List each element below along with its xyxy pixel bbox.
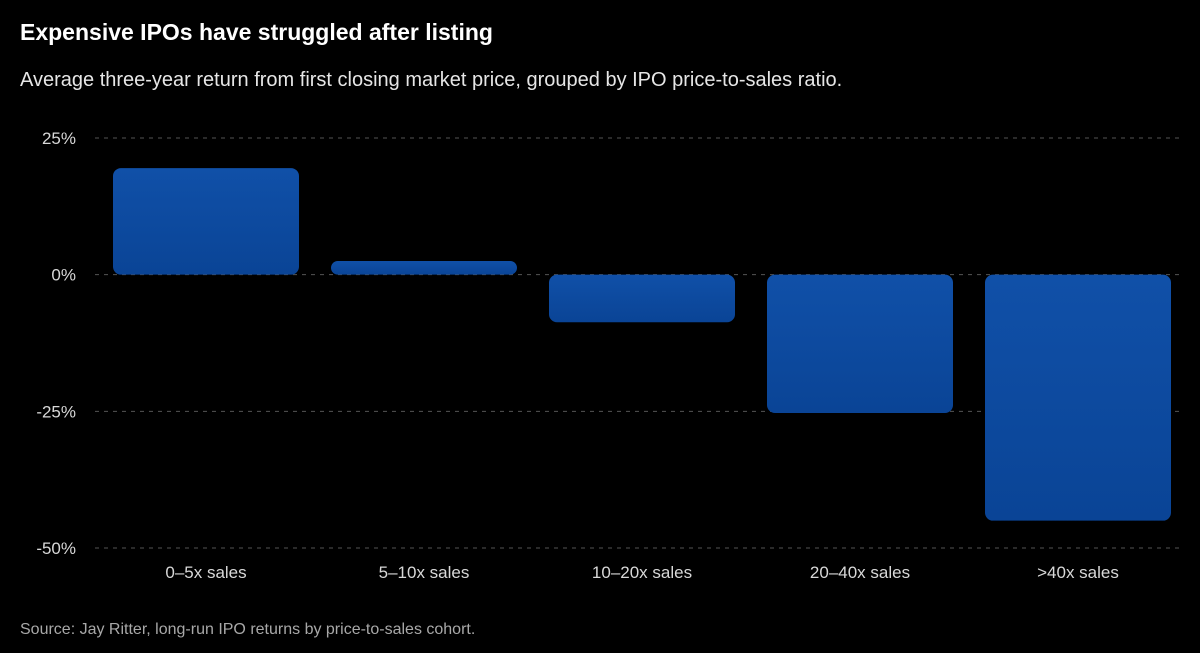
bar — [767, 274, 953, 413]
x-axis-categories: 0–5x sales 5–10x sales 10–20x sales 20–40x … — [165, 563, 1119, 582]
bars — [113, 168, 1171, 521]
y-axis-ticks: 25% 0% -25% -50% — [36, 129, 76, 558]
chart-subtitle: Average three-year return from first clo… — [20, 69, 843, 91]
x-category-label: 5–10x sales — [379, 563, 470, 582]
y-tick-label: -50% — [36, 539, 76, 558]
y-tick-label: -25% — [36, 402, 76, 421]
x-category-label: 20–40x sales — [810, 563, 910, 582]
bar — [549, 274, 735, 323]
x-category-label: 0–5x sales — [165, 563, 246, 582]
chart-source: Source: Jay Ritter, long-run IPO returns… — [20, 621, 476, 638]
bar — [113, 168, 299, 275]
x-category-label: >40x sales — [1037, 563, 1119, 582]
chart-title: Expensive IPOs have struggled after list… — [20, 19, 493, 45]
bar — [985, 274, 1171, 521]
y-tick-label: 25% — [42, 129, 76, 148]
bar — [331, 261, 517, 275]
y-tick-label: 0% — [51, 266, 76, 285]
x-category-label: 10–20x sales — [592, 563, 692, 582]
